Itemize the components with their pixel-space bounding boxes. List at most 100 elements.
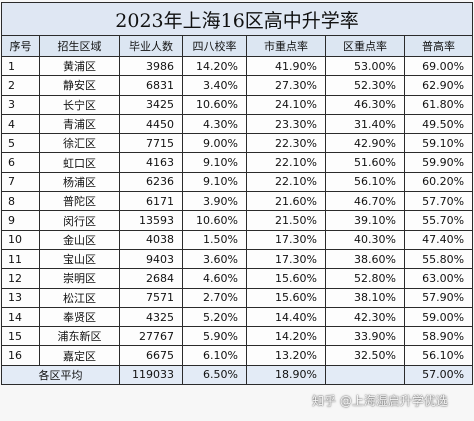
average-r48: 6.50% [182, 364, 247, 386]
cell-r48: 3.40% [182, 75, 247, 96]
cell-area: 静安区 [39, 75, 120, 96]
cell-city: 15.60% [246, 268, 326, 289]
cell-general: 58.90% [403, 326, 474, 347]
cell-area: 宝山区 [39, 248, 120, 270]
cell-r48: 9.00% [182, 133, 247, 154]
cell-grads: 27767 [119, 326, 183, 347]
cell-district: 51.60% [325, 152, 405, 173]
watermark: 知乎 @上海湿启升学优选 [312, 394, 448, 408]
cell-r48: 6.10% [182, 345, 247, 366]
cell-area: 杨浦区 [39, 171, 120, 193]
cell-grads: 6236 [119, 171, 183, 193]
cell-area: 嘉定区 [39, 345, 120, 366]
cell-general: 69.00% [403, 55, 474, 77]
cell-r48: 1.50% [182, 229, 247, 250]
cell-district: 38.60% [325, 248, 405, 270]
cell-area: 徐汇区 [39, 133, 120, 154]
cell-area: 黄浦区 [39, 55, 120, 77]
cell-general: 59.90% [403, 152, 474, 173]
cell-city: 22.10% [246, 171, 326, 193]
cell-grads: 3425 [119, 94, 183, 115]
cell-district: 52.80% [325, 268, 405, 289]
cell-no: 14 [1, 306, 40, 328]
table-row: 14 奉贤区 4325 5.20% 14.40% 42.30% 59.00% [1, 306, 474, 328]
cell-city: 22.30% [246, 133, 326, 154]
average-row: 各区平均 119033 6.50% 18.90% 57.00% [1, 364, 474, 386]
cell-grads: 2684 [119, 268, 183, 289]
cell-r48: 2.70% [182, 287, 247, 308]
cell-no: 4 [1, 113, 40, 135]
cell-city: 13.20% [246, 345, 326, 366]
cell-grads: 9403 [119, 248, 183, 270]
cell-district: 33.90% [325, 326, 405, 347]
cell-general: 57.70% [403, 191, 474, 212]
table-row: 2 静安区 6831 3.40% 27.30% 52.30% 62.90% [1, 75, 474, 96]
cell-r48: 3.60% [182, 248, 247, 270]
cell-district: 46.30% [325, 94, 405, 115]
cell-general: 49.50% [403, 113, 474, 135]
cell-district: 42.90% [325, 133, 405, 154]
cell-grads: 4325 [119, 306, 183, 328]
cell-grads: 6831 [119, 75, 183, 96]
table-row: 3 长宁区 3425 10.60% 24.10% 46.30% 61.80% [1, 94, 474, 115]
cell-grads: 4163 [119, 152, 183, 173]
cell-no: 5 [1, 133, 40, 154]
table-row: 4 青浦区 4450 4.30% 23.30% 31.40% 49.50% [1, 113, 474, 135]
cell-r48: 14.20% [182, 55, 247, 77]
cell-general: 63.00% [403, 268, 474, 289]
cell-district: 42.30% [325, 306, 405, 328]
cell-city: 17.30% [246, 229, 326, 250]
average-city: 18.90% [246, 364, 326, 386]
cell-grads: 7571 [119, 287, 183, 308]
cell-city: 21.50% [246, 210, 326, 231]
cell-no: 10 [1, 229, 40, 250]
cell-no: 1 [1, 55, 40, 77]
cell-city: 23.30% [246, 113, 326, 135]
cell-grads: 4450 [119, 113, 183, 135]
cell-r48: 10.60% [182, 94, 247, 115]
cell-general: 57.90% [403, 287, 474, 308]
cell-no: 2 [1, 75, 40, 96]
cell-grads: 6171 [119, 191, 183, 212]
cell-grads: 6675 [119, 345, 183, 366]
cell-city: 14.40% [246, 306, 326, 328]
cell-city: 24.10% [246, 94, 326, 115]
header-district: 区重点率 [325, 35, 405, 57]
table-title: 2023年上海16区高中升学率 [0, 2, 474, 36]
cell-area: 奉贤区 [39, 306, 120, 328]
cell-r48: 9.10% [182, 152, 247, 173]
header-city: 市重点率 [246, 35, 326, 57]
cell-no: 9 [1, 210, 40, 231]
header-area: 招生区域 [39, 35, 120, 57]
table-row: 7 杨浦区 6236 9.10% 22.10% 56.10% 60.20% [1, 171, 474, 193]
cell-grads: 4038 [119, 229, 183, 250]
cell-district: 46.70% [325, 191, 405, 212]
cell-area: 金山区 [39, 229, 120, 250]
header-r48: 四八校率 [182, 35, 247, 57]
table-row: 6 虹口区 4163 9.10% 22.10% 51.60% 59.90% [1, 152, 474, 173]
cell-city: 15.60% [246, 287, 326, 308]
cell-grads: 13593 [119, 210, 183, 231]
cell-district: 52.30% [325, 75, 405, 96]
header-general: 普高率 [403, 35, 474, 57]
header-grads: 毕业人数 [119, 35, 183, 57]
average-district [325, 364, 405, 386]
table-row: 15 浦东新区 27767 5.90% 14.20% 33.90% 58.90% [1, 326, 474, 347]
cell-r48: 4.30% [182, 113, 247, 135]
average-grads: 119033 [119, 364, 183, 386]
cell-r48: 4.60% [182, 268, 247, 289]
cell-general: 47.40% [403, 229, 474, 250]
cell-no: 8 [1, 191, 40, 212]
table-row: 11 宝山区 9403 3.60% 17.30% 38.60% 55.80% [1, 248, 474, 270]
cell-district: 32.50% [325, 345, 405, 366]
cell-general: 59.10% [403, 133, 474, 154]
average-general: 57.00% [403, 364, 474, 386]
table-row: 8 普陀区 6171 3.90% 21.60% 46.70% 57.70% [1, 191, 474, 212]
cell-no: 7 [1, 171, 40, 193]
cell-no: 3 [1, 94, 40, 115]
cell-area: 虹口区 [39, 152, 120, 173]
cell-area: 闵行区 [39, 210, 120, 231]
cell-city: 14.20% [246, 326, 326, 347]
table-row: 10 金山区 4038 1.50% 17.30% 40.30% 47.40% [1, 229, 474, 250]
cell-no: 11 [1, 248, 40, 270]
